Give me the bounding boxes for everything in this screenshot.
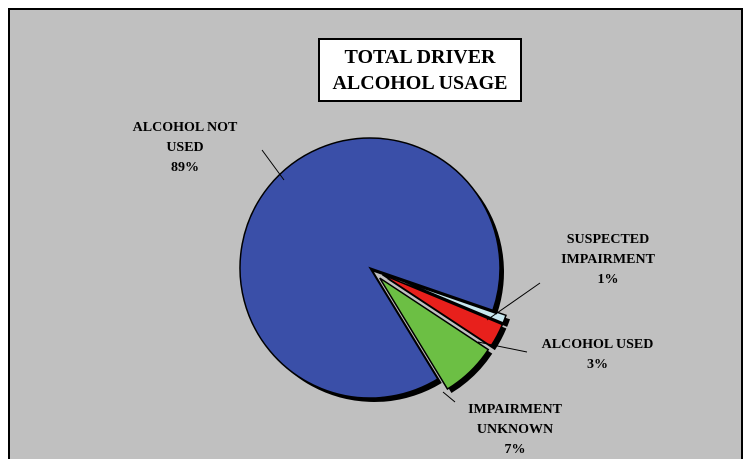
category-label: ALCOHOL USED [541,337,654,352]
leader-line [486,282,541,321]
slice-label: IMPAIRMENT UNKNOWN 7% [455,400,575,459]
value-label: 1% [597,272,619,287]
value-label: 3% [587,357,608,372]
category-label: SUSPECTED IMPAIRMENT [561,232,655,267]
leader-line [477,341,528,353]
slice-label: ALCOHOL USED 3% [520,335,675,375]
category-label: ALCOHOL NOT USED [132,120,238,155]
slice [381,273,504,348]
category-label: IMPAIRMENT UNKNOWN [468,402,562,437]
leader-line [442,391,456,403]
value-label: 7% [504,442,526,457]
slice-label: ALCOHOL NOT USED 89% [130,118,240,178]
title-text: TOTAL DRIVER ALCOHOL USAGE [332,46,508,94]
slice-label: SUSPECTED IMPAIRMENT 1% [538,230,678,290]
slice [239,137,501,399]
value-label: 89% [171,160,199,175]
slice [379,277,490,391]
chart-title: TOTAL DRIVER ALCOHOL USAGE [318,38,522,102]
leader-line [261,149,285,181]
